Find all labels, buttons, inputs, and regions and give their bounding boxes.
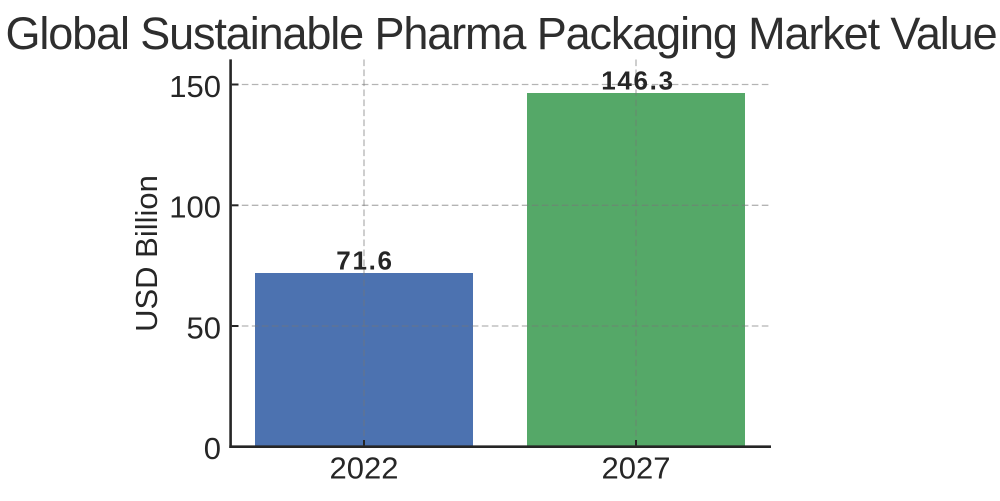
svg-text:2027: 2027: [602, 451, 671, 486]
svg-text:100: 100: [169, 190, 221, 225]
svg-text:Global Sustainable Pharma Pack: Global Sustainable Pharma Packaging Mark…: [6, 8, 997, 59]
svg-text:71.6: 71.6: [336, 246, 393, 276]
svg-text:50: 50: [187, 310, 221, 345]
svg-text:146.3: 146.3: [601, 65, 675, 95]
svg-text:USD Billion: USD Billion: [129, 175, 164, 332]
svg-text:150: 150: [169, 69, 221, 104]
svg-text:2022: 2022: [330, 451, 399, 486]
svg-text:0: 0: [204, 431, 221, 466]
